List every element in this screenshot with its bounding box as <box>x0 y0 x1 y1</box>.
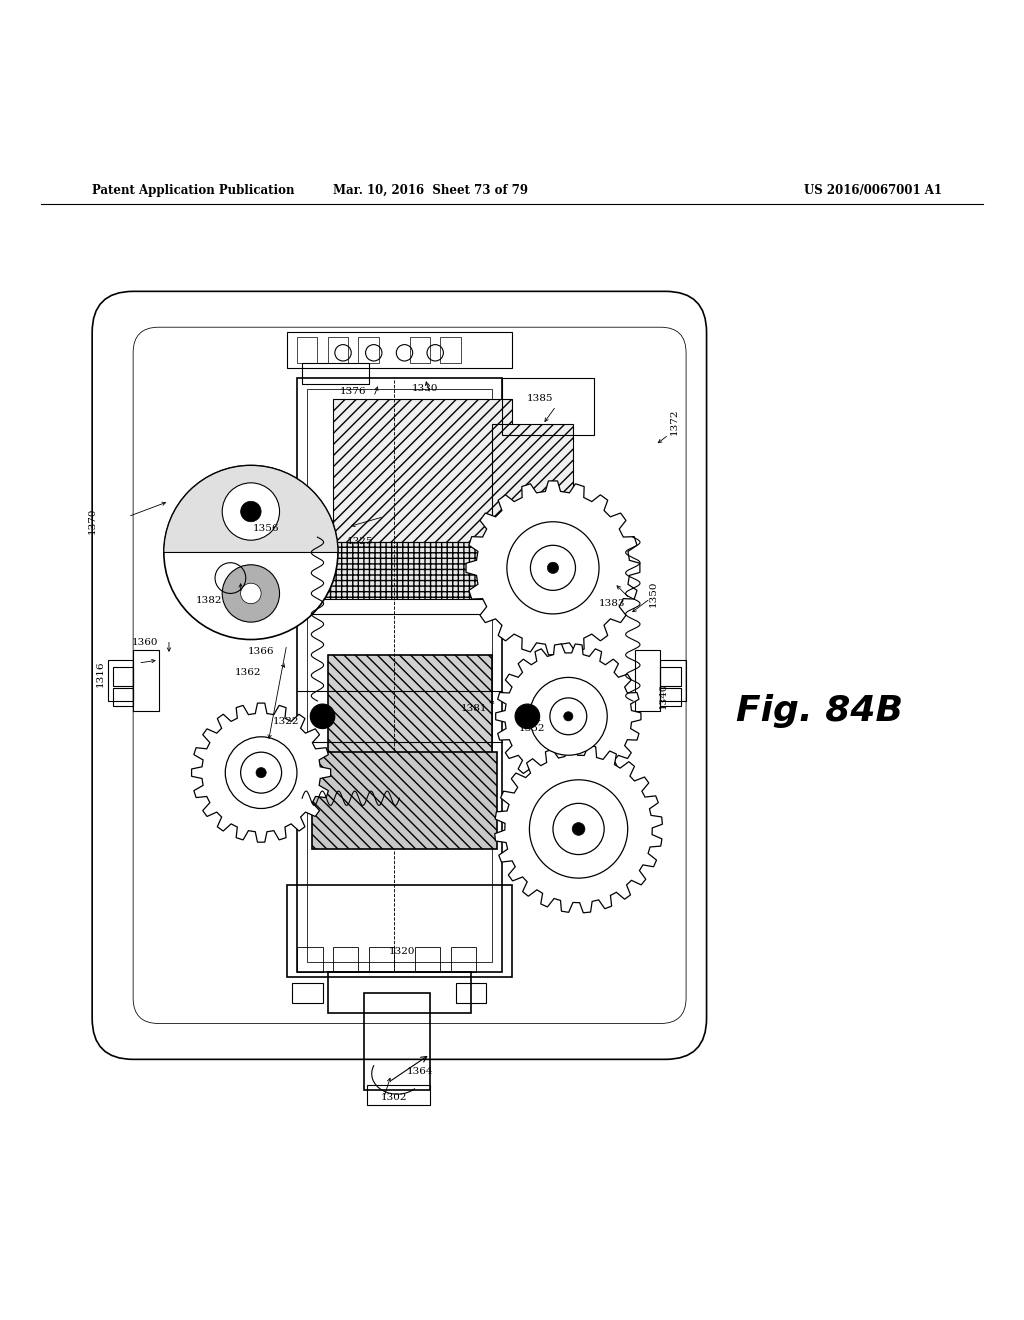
Text: 1320: 1320 <box>389 948 416 956</box>
Text: 1372: 1372 <box>670 408 678 434</box>
Bar <box>108 660 133 701</box>
Wedge shape <box>164 466 338 553</box>
Text: 1364: 1364 <box>407 1067 433 1076</box>
Circle shape <box>572 822 585 836</box>
Text: 1362: 1362 <box>234 668 261 677</box>
Bar <box>113 688 133 706</box>
Bar <box>502 379 594 434</box>
Text: 1370: 1370 <box>88 507 96 535</box>
Bar <box>492 425 573 527</box>
Bar <box>440 338 461 363</box>
Bar <box>367 1085 430 1105</box>
Text: 1340: 1340 <box>659 682 668 709</box>
Text: 1360: 1360 <box>132 638 159 647</box>
Text: 1302: 1302 <box>381 1093 408 1102</box>
Circle shape <box>553 804 604 854</box>
Circle shape <box>310 704 335 729</box>
Bar <box>333 946 358 973</box>
Text: 1385: 1385 <box>526 395 553 404</box>
Text: 1352: 1352 <box>519 725 546 733</box>
Text: 1382: 1382 <box>196 597 222 605</box>
Circle shape <box>529 677 607 755</box>
Circle shape <box>564 711 573 721</box>
Text: 1325: 1325 <box>347 537 374 545</box>
Circle shape <box>256 767 266 777</box>
Text: 1383: 1383 <box>599 599 626 609</box>
Bar <box>364 993 430 1090</box>
Bar <box>358 338 379 363</box>
Text: US 2016/0067001 A1: US 2016/0067001 A1 <box>804 183 942 197</box>
Bar <box>660 667 681 685</box>
Bar <box>297 338 317 363</box>
Bar <box>113 667 133 685</box>
Text: Mar. 10, 2016  Sheet 73 of 79: Mar. 10, 2016 Sheet 73 of 79 <box>333 183 527 197</box>
Bar <box>323 543 492 598</box>
Circle shape <box>550 698 587 735</box>
Circle shape <box>225 737 297 808</box>
Bar <box>369 946 394 973</box>
Polygon shape <box>495 744 663 913</box>
Polygon shape <box>466 480 640 655</box>
Bar <box>297 379 502 973</box>
Polygon shape <box>191 704 331 842</box>
Bar <box>292 982 323 1003</box>
Bar <box>328 338 348 363</box>
Bar <box>410 338 430 363</box>
Bar <box>328 655 492 767</box>
Bar <box>302 363 369 384</box>
Bar <box>451 946 476 973</box>
Bar <box>287 333 512 368</box>
Text: 1376: 1376 <box>340 387 367 396</box>
Circle shape <box>529 780 628 878</box>
Bar <box>312 752 497 850</box>
Circle shape <box>241 583 261 603</box>
Bar <box>328 973 471 1014</box>
Bar <box>133 649 159 711</box>
Bar <box>660 660 686 701</box>
Bar <box>456 982 486 1003</box>
Text: 1322: 1322 <box>272 717 299 726</box>
Circle shape <box>241 502 261 521</box>
Circle shape <box>530 545 575 590</box>
Bar <box>415 946 440 973</box>
Text: 1366: 1366 <box>248 647 274 656</box>
Circle shape <box>164 466 338 639</box>
Text: 1356: 1356 <box>253 524 280 533</box>
Bar <box>635 649 660 711</box>
Bar <box>307 388 492 962</box>
Text: 1330: 1330 <box>412 384 438 393</box>
Circle shape <box>547 562 559 573</box>
Bar <box>333 399 512 557</box>
Text: Patent Application Publication: Patent Application Publication <box>92 183 295 197</box>
Text: Fig. 84B: Fig. 84B <box>735 694 903 729</box>
Circle shape <box>515 704 540 729</box>
Circle shape <box>507 521 599 614</box>
Circle shape <box>222 483 280 540</box>
Circle shape <box>241 752 282 793</box>
Bar <box>297 946 323 973</box>
Bar <box>660 688 681 706</box>
Text: 1350: 1350 <box>649 581 657 607</box>
Text: 1316: 1316 <box>96 660 104 686</box>
Circle shape <box>222 565 280 622</box>
Text: 1381: 1381 <box>461 704 487 713</box>
Bar <box>287 886 512 977</box>
Polygon shape <box>496 644 641 788</box>
